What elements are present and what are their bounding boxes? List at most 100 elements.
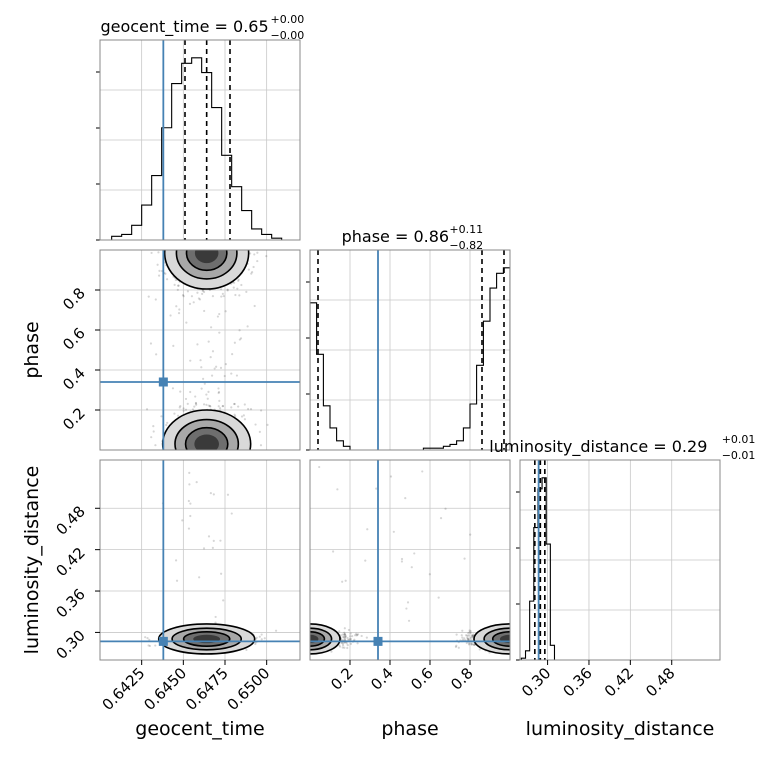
y-distance-ytick-label-3: 0.48 [52,502,88,538]
hist-geocent_time-title-minus: −0.00 [271,29,305,42]
panel-phase-vs-distance-left-contour-0 [310,623,341,655]
panel-geocent-vs-phase-frame [99,249,301,451]
panel-phase-vs-distance-point [336,488,339,491]
panel-phase-vs-distance-point [346,636,349,640]
panel-geocent-vs-phase-point [256,251,259,254]
panel-phase-vs-distance-point [344,579,347,582]
panel-geocent-vs-phase-point [194,401,198,405]
panel-geocent-vs-phase-point [251,271,254,274]
panel-geocent-vs-distance-point [263,637,266,640]
panel-phase-vs-distance-point [400,560,404,563]
panel-geocent-vs-phase-point [189,359,192,362]
panel-geocent-vs-distance-contour-0 [157,623,256,655]
panel-geocent-vs-phase-point [145,408,149,411]
panel-geocent-vs-distance-contour-1 [171,627,243,651]
panel-phase-vs-distance-point [364,559,367,562]
panel-geocent-vs-phase-point [185,321,188,324]
panel-phase-vs-distance-point [343,638,346,641]
y-distance-ytick-label-0: 0.30 [52,627,88,663]
panel-geocent-vs-distance-point [207,535,211,538]
panel-geocent-vs-distance-truth-marker [158,636,168,646]
panel-phase-vs-distance-point [338,630,341,633]
panel-phase-vs-distance-point [356,633,359,637]
panel-phase-vs-distance-point [410,566,413,569]
panel-geocent-vs-phase-point [177,284,180,287]
panel-phase-vs-distance-point [318,465,321,469]
panel-geocent-vs-phase-point [258,430,261,434]
panel-geocent-vs-phase-point [201,292,204,296]
panel-phase-vs-distance-truth-marker [373,636,383,646]
panel-geocent-vs-phase-point [253,304,256,308]
panel-geocent-vs-phase-point [202,377,205,380]
panel-phase-vs-distance-point [444,507,447,510]
hist-luminosity_distance-title: luminosity_distance = 0.29 [489,437,707,457]
panel-geocent-vs-phase-point [221,404,225,408]
panel-geocent-vs-phase-point [220,295,223,298]
panel-geocent-vs-phase-point [249,252,252,255]
panel-geocent-vs-phase-point [240,415,244,418]
panel-geocent-vs-phase-point [240,283,243,287]
y-axis-label-distance: luminosity_distance [21,466,43,655]
panel-geocent-vs-phase-point [189,390,192,394]
panel-geocent-vs-phase-point [186,290,190,293]
panel-geocent-vs-distance-point [226,493,230,496]
hist-luminosity_distance-frame [519,459,721,661]
panel-geocent-vs-distance-point [254,642,257,646]
panel-phase-vs-distance-right-contour-2 [491,630,510,647]
panel-geocent-vs-phase-point [217,391,220,395]
panel-geocent-vs-phase-point [179,390,182,393]
panel-geocent-vs-phase-point [184,397,188,401]
panel-phase-vs-distance-point [469,533,472,536]
panel-phase-vs-distance-point [413,552,416,555]
panel-geocent-vs-phase-point [191,408,195,411]
panel-geocent-vs-distance-point [209,492,212,495]
panel-geocent-vs-phase-top-contour-1 [175,250,238,280]
panel-geocent-vs-phase-point [195,403,198,406]
panel-phase-vs-distance-point [347,638,350,642]
panel-geocent-vs-phase-point [235,374,239,377]
panel-geocent-vs-phase-point [205,403,208,406]
panel-geocent-vs-phase-point [150,251,153,255]
panel-geocent-vs-phase-point [190,295,194,298]
panel-geocent-vs-phase-point [219,288,223,291]
panel-geocent-vs-phase-point [210,326,213,329]
panel-phase-vs-distance-point [404,497,407,500]
panel-phase-vs-distance-point [467,632,470,635]
hist-phase-title: phase = 0.86 [342,227,449,246]
panel-geocent-vs-phase-point [266,423,269,426]
panel-geocent-vs-phase-point [205,393,208,396]
panel-geocent-vs-phase-point [207,390,210,393]
panel-phase-vs-distance-point [349,637,352,640]
panel-geocent-vs-phase-point [211,350,215,353]
panel-phase-vs-distance-point [461,629,464,632]
panel-geocent-vs-distance-point [148,638,151,641]
panel-geocent-vs-phase-point [152,425,155,428]
panel-geocent-vs-phase-top-contour-2 [185,250,228,272]
panel-geocent-vs-phase-point [226,289,229,292]
panel-geocent-vs-distance-point [274,629,278,632]
panel-geocent-vs-phase-point [197,297,200,300]
panel-geocent-vs-phase-point [233,341,236,344]
panel-geocent-vs-distance-point [260,638,263,641]
panel-phase-vs-distance-point [470,634,474,637]
panel-phase-vs-distance-point [454,645,458,648]
panel-geocent-vs-phase-point [233,281,236,284]
panel-geocent-vs-phase-point [203,309,206,313]
panel-phase-vs-distance-point [405,607,408,610]
panel-geocent-vs-phase-point [174,278,177,282]
panel-phase-vs-distance-point [338,645,342,648]
y-phase-ytick-label-3: 0.8 [59,284,89,314]
panel-geocent-vs-phase-point [202,290,206,294]
panel-phase-vs-distance-point [469,631,472,634]
hist-geocent_time-steps [111,57,283,240]
panel-geocent-vs-phase-point [154,444,157,447]
panel-geocent-vs-phase-point [249,408,253,411]
panel-phase-vs-distance-point [331,550,335,553]
panel-geocent-vs-phase-point [253,253,256,256]
x-phase-xtick-label-2: 0.6 [407,664,437,694]
panel-geocent-vs-distance-point [154,644,157,647]
panel-phase-vs-distance-point [455,633,458,636]
panel-phase-vs-distance-point [470,636,473,639]
panel-geocent-vs-phase-point [155,353,158,356]
